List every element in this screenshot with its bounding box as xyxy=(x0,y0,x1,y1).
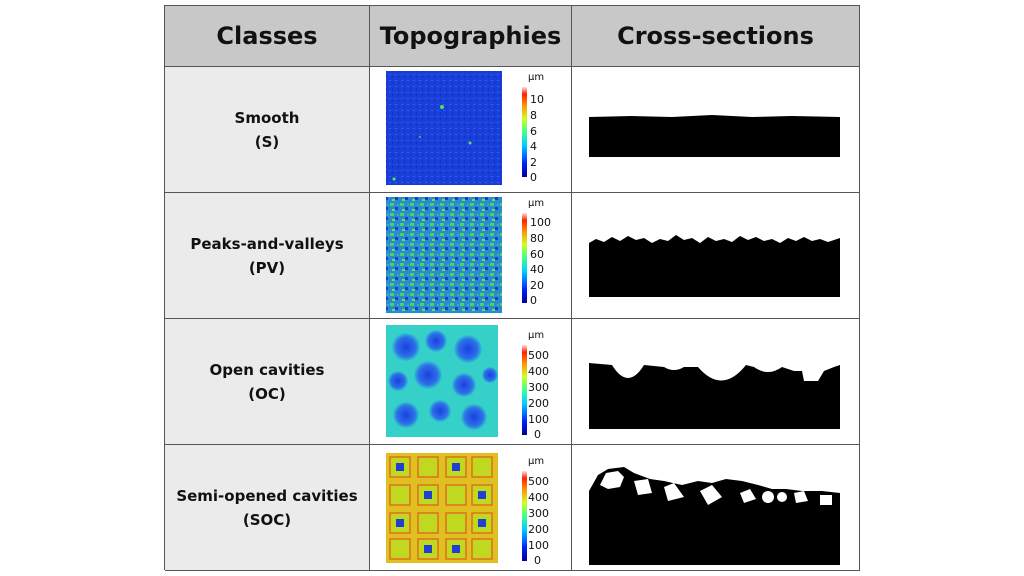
svg-text:6: 6 xyxy=(530,125,537,138)
cross-section-semi-opened-cavities xyxy=(572,445,860,571)
svg-text:200: 200 xyxy=(528,397,549,410)
svg-text:20: 20 xyxy=(530,279,544,292)
class-abbr: (OC) xyxy=(248,384,286,403)
svg-text:0: 0 xyxy=(534,428,541,441)
svg-text:0: 0 xyxy=(534,554,541,567)
peaks-valleys-cross-section-image xyxy=(589,235,840,297)
class-name: Open cavities xyxy=(209,360,325,379)
class-cell-open-cavities: Open cavities (OC) xyxy=(165,319,370,445)
header-cross-sections: Cross-sections xyxy=(572,6,860,67)
cross-section-peaks-and-valleys xyxy=(572,193,860,319)
svg-text:60: 60 xyxy=(530,248,544,261)
topography-cell-smooth: µm 10 8 6 4 2 0 xyxy=(370,67,572,193)
svg-text:500: 500 xyxy=(528,475,549,488)
semi-opened-cavities-cross-section-image xyxy=(589,467,840,565)
class-abbr: (S) xyxy=(254,132,280,151)
open-cavities-topography-map: µm 500 400 300 200 100 0 xyxy=(386,325,549,441)
svg-text:0: 0 xyxy=(530,171,537,184)
colorbar-unit: µm xyxy=(528,72,544,83)
svg-text:300: 300 xyxy=(528,507,549,520)
semi-opened-cavities-topography-map: µm 500 400 300 200 100 0 xyxy=(386,453,549,567)
svg-text:4: 4 xyxy=(530,140,537,153)
class-name: Smooth xyxy=(234,108,300,127)
class-name: Peaks-and-valleys xyxy=(190,234,344,253)
class-cell-smooth: Smooth (S) xyxy=(165,67,370,193)
class-name: Semi-opened cavities xyxy=(176,486,358,505)
peaks-valleys-topography-map: µm 100 80 60 40 20 0 xyxy=(386,197,551,313)
topography-cell-peaks-and-valleys: µm 100 80 60 40 20 0 xyxy=(370,193,572,319)
svg-text:2: 2 xyxy=(530,156,537,169)
cross-section-open-cavities xyxy=(572,319,860,445)
svg-text:400: 400 xyxy=(528,365,549,378)
header-classes: Classes xyxy=(165,6,370,67)
svg-text:0: 0 xyxy=(530,294,537,307)
svg-text:8: 8 xyxy=(530,109,537,122)
svg-text:300: 300 xyxy=(528,381,549,394)
cross-section-smooth xyxy=(572,67,860,193)
svg-text:200: 200 xyxy=(528,523,549,536)
smooth-cross-section-image xyxy=(589,115,840,157)
svg-text:40: 40 xyxy=(530,263,544,276)
svg-text:100: 100 xyxy=(530,216,551,229)
header-topographies: Topographies xyxy=(370,6,572,67)
smooth-topography-map: µm 10 8 6 4 2 0 xyxy=(386,71,544,185)
svg-text:100: 100 xyxy=(528,413,549,426)
class-abbr: (SOC) xyxy=(242,510,292,529)
topography-cell-open-cavities: µm 500 400 300 200 100 0 xyxy=(370,319,572,445)
svg-text:µm: µm xyxy=(528,198,544,209)
svg-text:µm: µm xyxy=(528,456,544,467)
class-abbr: (PV) xyxy=(248,258,286,277)
svg-text:80: 80 xyxy=(530,232,544,245)
class-cell-semi-opened-cavities: Semi-opened cavities (SOC) xyxy=(165,445,370,571)
svg-text:400: 400 xyxy=(528,491,549,504)
svg-text:10: 10 xyxy=(530,93,544,106)
class-cell-peaks-and-valleys: Peaks-and-valleys (PV) xyxy=(165,193,370,319)
topography-cell-semi-opened-cavities: µm 500 400 300 200 100 0 xyxy=(370,445,572,571)
svg-text:µm: µm xyxy=(528,330,544,341)
classification-table: Classes Topographies Cross-sections Smoo… xyxy=(164,5,860,571)
svg-text:500: 500 xyxy=(528,349,549,362)
svg-text:100: 100 xyxy=(528,539,549,552)
open-cavities-cross-section-image xyxy=(589,363,840,429)
